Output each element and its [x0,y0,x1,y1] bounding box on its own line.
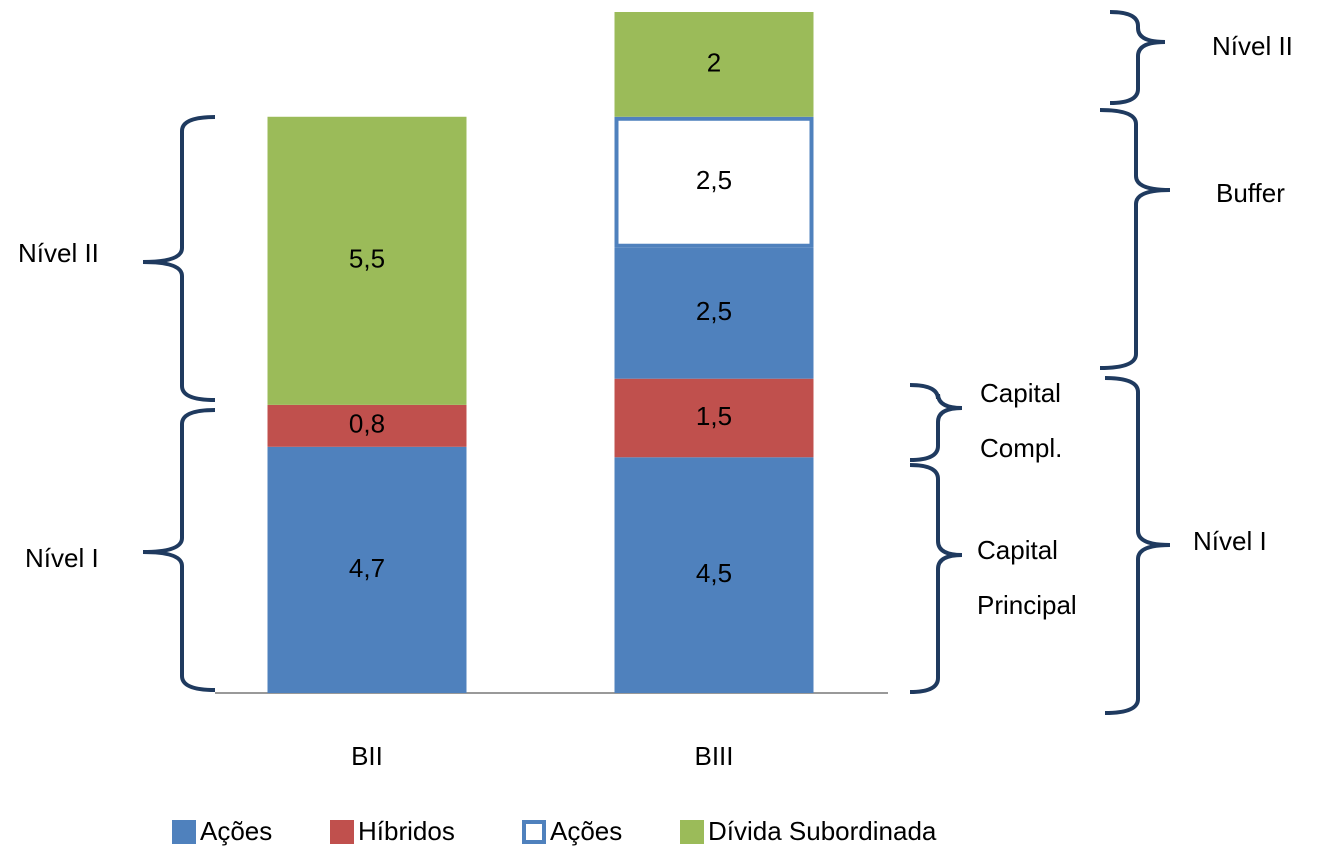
value-label: 4,5 [696,558,732,588]
bracket [1109,10,1166,105]
x-tick-label: BII [351,741,383,771]
annotation: Compl. [980,433,1062,463]
legend-swatch [680,820,704,844]
annotation: Nível I [1193,526,1267,556]
annotation: Buffer [1216,178,1285,208]
annotation: Capital [980,378,1061,408]
bracket [142,115,216,402]
annotation: Nível II [1212,31,1293,61]
bar-segment [267,116,467,405]
bracket [142,408,216,692]
bracket [1104,376,1171,715]
bar-segment [614,378,814,458]
bar-segment [614,247,814,379]
bar-segment [267,404,467,447]
annotation: Principal [977,590,1077,620]
value-label: 2,5 [696,296,732,326]
legend-swatch [330,820,354,844]
bar-segment [267,446,467,693]
bar-segment [614,116,814,248]
bracket [909,463,963,694]
bar-segment [614,12,814,117]
bracket [909,383,963,462]
legend-swatch [522,820,546,844]
annotation: Nível I [25,543,99,573]
legend-swatch [172,820,196,844]
legend-label: Ações [200,816,272,846]
bracket [1099,108,1171,370]
annotation: Capital [977,535,1058,565]
value-label: 2 [707,47,721,77]
x-tick-label: BIII [694,741,733,771]
value-label: 1,5 [696,401,732,431]
value-label: 2,5 [696,165,732,195]
legend-label: Ações [550,816,622,846]
value-label: 4,7 [349,553,385,583]
legend-label: Dívida Subordinada [708,816,937,846]
value-label: 0,8 [349,409,385,439]
bar-segment [614,457,814,693]
legend-label: Híbridos [358,816,455,846]
annotation: Nível II [18,238,99,268]
value-label: 5,5 [349,244,385,274]
